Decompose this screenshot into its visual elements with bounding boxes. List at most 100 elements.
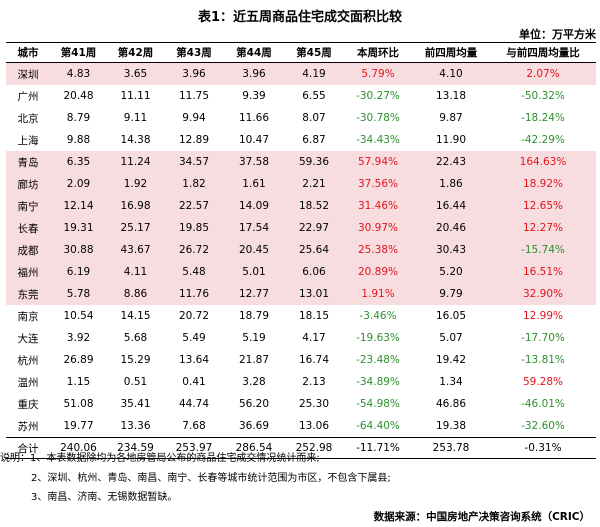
cell-wow: -64.40% xyxy=(356,420,400,432)
cell-week45: 13.01 xyxy=(298,288,330,300)
cell-wow: 1.91% xyxy=(361,288,395,300)
cell-week43: 13.64 xyxy=(178,354,210,366)
cell-week41: 51.08 xyxy=(63,398,94,410)
cell-week42: 14.38 xyxy=(120,134,151,146)
table-row: 福州 6.19 4.11 5.48 5.01 6.06 20.89% 5.20 16.51% xyxy=(6,261,596,283)
cell-week41: 26.89 xyxy=(63,354,94,366)
cell-wow: 37.56% xyxy=(357,178,399,190)
cell-week44: 12.77 xyxy=(238,288,270,300)
weekly-area-table: 城市 第41周 第42周 第43周 第44周 第45周 本周环比 前四周均量 与… xyxy=(6,42,596,459)
cell-week44: 18.79 xyxy=(238,310,270,322)
cell-prev4-avg: 13.18 xyxy=(435,90,467,102)
cell-vs-avg: 18.92% xyxy=(522,178,564,190)
table-row: 上海 9.88 14.38 12.89 10.47 6.87 -34.43% 11.90 -42… xyxy=(6,129,596,151)
cell-prev4-avg: 5.20 xyxy=(439,266,463,278)
cell-week41: 10.54 xyxy=(63,310,94,322)
cell-week44: 11.66 xyxy=(238,112,270,124)
cell-wow: 20.89% xyxy=(357,266,399,278)
cell-vs-avg: -13.81% xyxy=(521,354,565,366)
total-row: 合计 240.06 234.59 253.97 286.54 252.98 -11.71% 2… xyxy=(6,437,596,459)
table-row: 长春 19.31 25.17 19.85 17.54 22.97 30.97% 20.46 12… xyxy=(6,217,596,239)
cell-week41: 20.48 xyxy=(63,90,94,102)
cell-week44: 17.54 xyxy=(238,222,270,234)
table-row: 南京 10.54 14.15 20.72 18.79 18.15 -3.46% 16.05 12… xyxy=(6,305,596,327)
cell-week42: 13.36 xyxy=(120,420,151,432)
cell-vs-avg: 12.65% xyxy=(522,200,564,212)
cell-vs-avg: -46.01% xyxy=(521,398,565,410)
note-3: 3、南昌、济南、无锡数据暂缺。 xyxy=(31,492,178,503)
table-row: 大连 3.92 5.68 5.49 5.19 4.17 -19.63% 5.07 -17.70% xyxy=(6,327,596,349)
cell-prev4-avg: 16.05 xyxy=(435,310,467,322)
cell-week44: 3.96 xyxy=(242,68,266,80)
total-cell-wow: -11.71% xyxy=(356,442,400,454)
cell-week41: 30.88 xyxy=(63,244,94,256)
cell-city: 南宁 xyxy=(17,200,39,213)
cell-prev4-avg: 1.34 xyxy=(439,376,463,388)
cell-week42: 15.29 xyxy=(120,354,151,366)
cell-prev4-avg: 16.44 xyxy=(435,200,467,212)
table-row: 广州 20.48 11.11 11.75 9.39 6.55 -30.27% 13.18 -50… xyxy=(6,85,596,107)
table-row: 深圳 4.83 3.65 3.96 3.96 4.19 5.79% 4.10 2.07% xyxy=(6,62,596,85)
header-prev4-avg: 前四周均量 xyxy=(424,47,478,59)
cell-week45: 4.19 xyxy=(302,68,326,80)
total-cell-week44: 286.54 xyxy=(235,442,273,454)
cell-week41: 19.77 xyxy=(63,420,94,432)
cell-week44: 21.87 xyxy=(238,354,270,366)
cell-prev4-avg: 4.10 xyxy=(439,68,463,80)
total-cell-city: 合计 xyxy=(17,442,39,455)
cell-week42: 35.41 xyxy=(120,398,151,410)
cell-week45: 22.97 xyxy=(298,222,330,234)
total-cell-vs-avg: -0.31% xyxy=(524,442,562,454)
cell-vs-avg: 12.99% xyxy=(522,310,564,322)
cell-week41: 9.88 xyxy=(66,134,91,146)
cell-week45: 4.17 xyxy=(302,332,326,344)
cell-city: 深圳 xyxy=(17,68,39,81)
cell-week44: 36.69 xyxy=(238,420,270,432)
cell-prev4-avg: 11.90 xyxy=(435,134,467,146)
table-row: 成都 30.88 43.67 26.72 20.45 25.64 25.38% 30.43 -1… xyxy=(6,239,596,261)
cell-week41: 4.83 xyxy=(66,68,91,80)
cell-week44: 10.47 xyxy=(238,134,270,146)
cell-prev4-avg: 20.46 xyxy=(435,222,467,234)
cell-vs-avg: -42.29% xyxy=(521,134,565,146)
cell-vs-avg: -32.60% xyxy=(521,420,565,432)
cell-week43: 0.41 xyxy=(182,376,206,388)
cell-week44: 20.45 xyxy=(238,244,270,256)
cell-city: 成都 xyxy=(17,244,39,257)
cell-week44: 3.28 xyxy=(242,376,266,388)
cell-city: 杭州 xyxy=(17,354,39,367)
cell-week42: 14.15 xyxy=(120,310,151,322)
cell-week41: 1.15 xyxy=(66,376,91,388)
header-wow: 本周环比 xyxy=(357,47,399,59)
cell-vs-avg: -15.74% xyxy=(521,244,565,256)
cell-wow: -34.43% xyxy=(356,134,400,146)
cell-week43: 7.68 xyxy=(182,420,206,432)
cell-prev4-avg: 5.07 xyxy=(439,332,463,344)
cell-week43: 22.57 xyxy=(178,200,210,212)
cell-prev4-avg: 22.43 xyxy=(435,156,467,168)
cell-week43: 34.57 xyxy=(178,156,210,168)
cell-city: 长春 xyxy=(17,222,39,235)
cell-vs-avg: 32.90% xyxy=(522,288,564,300)
cell-week45: 6.06 xyxy=(302,266,326,278)
table-row: 杭州 26.89 15.29 13.64 21.87 16.74 -23.48% 19.42 -… xyxy=(6,349,596,371)
table-row: 南宁 12.14 16.98 22.57 14.09 18.52 31.46% 16.44 12… xyxy=(6,195,596,217)
cell-wow: -34.89% xyxy=(356,376,400,388)
note-2: 2、深圳、杭州、青岛、南昌、南宁、长春等城市统计范围为市区，不包含下属县; xyxy=(31,473,391,484)
total-cell-week41: 240.06 xyxy=(60,442,97,454)
cell-week42: 3.65 xyxy=(123,68,148,80)
cell-week44: 5.19 xyxy=(242,332,266,344)
cell-week45: 8.07 xyxy=(302,112,326,124)
cell-vs-avg: 2.07% xyxy=(526,68,560,80)
cell-week43: 12.89 xyxy=(178,134,210,146)
cell-wow: 57.94% xyxy=(357,156,399,168)
table-row: 东莞 5.78 8.86 11.76 12.77 13.01 1.91% 9.79 32.90% xyxy=(6,283,596,305)
cell-week43: 44.74 xyxy=(178,398,210,410)
total-cell-week45: 252.98 xyxy=(295,442,333,454)
cell-week42: 8.86 xyxy=(123,288,148,300)
header-city: 城市 xyxy=(17,47,39,59)
cell-city: 福州 xyxy=(17,266,39,279)
cell-week43: 5.49 xyxy=(182,332,206,344)
cell-prev4-avg: 1.86 xyxy=(439,178,463,190)
cell-wow: -30.27% xyxy=(356,90,400,102)
